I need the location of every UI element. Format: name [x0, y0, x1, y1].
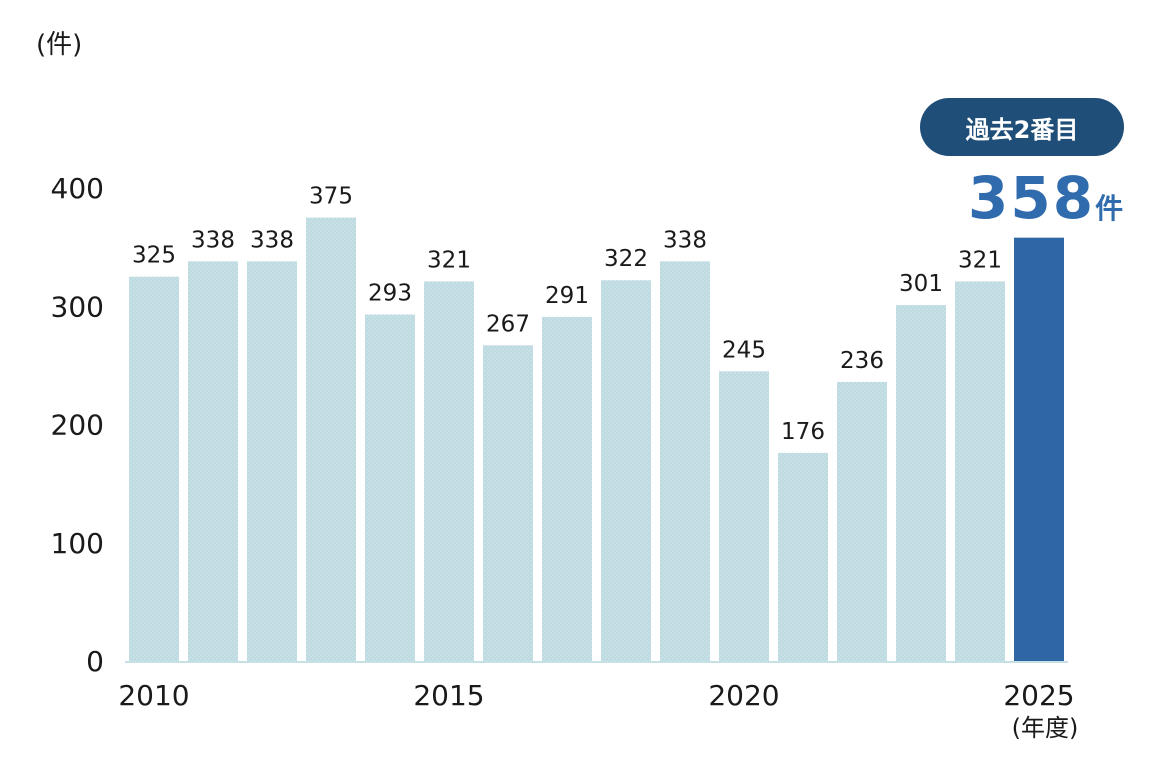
- highlight-value-number: 358: [968, 164, 1096, 232]
- value-label-2012: 338: [250, 227, 294, 253]
- value-label-2013: 375: [309, 184, 353, 210]
- bar-2014: [365, 314, 415, 661]
- value-label-2011: 338: [191, 227, 235, 253]
- y-tick-label: 200: [51, 409, 104, 442]
- value-label-2016: 267: [486, 311, 530, 337]
- bar-2012: [247, 261, 297, 661]
- x-unit-label: (年度): [1011, 714, 1079, 742]
- x-tick-label: 2010: [118, 679, 189, 712]
- bars-group: [125, 217, 1068, 663]
- y-tick-label: 0: [86, 645, 104, 678]
- y-tick-label: 100: [51, 527, 104, 560]
- bar-2025: [1014, 237, 1064, 662]
- x-tick-label: 2015: [413, 679, 484, 712]
- value-label-2018: 322: [604, 246, 648, 272]
- bar-2023: [896, 305, 946, 661]
- bar-2019: [660, 261, 710, 661]
- bar-2024: [955, 281, 1005, 661]
- value-label-2017: 291: [545, 283, 589, 309]
- bar-2013: [306, 217, 356, 661]
- value-label-2010: 325: [132, 243, 176, 269]
- y-tick-label: 300: [51, 290, 104, 323]
- highlight-value: 358件: [968, 164, 1168, 234]
- bar-2010: [129, 276, 179, 661]
- x-axis: 2010 2015 2020 2025: [118, 679, 1074, 712]
- value-label-2015: 321: [427, 247, 471, 273]
- value-label-2021: 176: [781, 419, 825, 445]
- y-tick-label: 400: [51, 172, 104, 205]
- value-label-2024: 321: [958, 247, 1002, 273]
- highlight-value-suffix: 件: [1095, 192, 1124, 225]
- bar-2011: [188, 261, 238, 661]
- highlight-badge: 過去2番目: [920, 98, 1124, 156]
- bar-2015: [424, 281, 474, 661]
- bar-2020: [719, 371, 769, 661]
- bar-2022: [837, 381, 887, 661]
- value-labels: 325 338 338 375 293 321 267 291 322 338 245 176 236 3…: [132, 184, 1002, 445]
- value-label-2019: 338: [663, 227, 707, 253]
- bar-2021: [778, 452, 828, 661]
- x-tick-label: 2020: [708, 679, 779, 712]
- bar-2017: [542, 316, 592, 661]
- value-label-2022: 236: [840, 348, 884, 374]
- bar-2018: [601, 280, 651, 661]
- value-label-2020: 245: [722, 337, 766, 363]
- y-unit-label: (件): [36, 30, 83, 60]
- value-label-2023: 301: [899, 271, 943, 297]
- x-tick-label: 2025: [1003, 679, 1074, 712]
- y-axis: 0 100 200 300 400: [51, 172, 104, 678]
- bar-2016: [483, 345, 533, 661]
- value-label-2014: 293: [368, 281, 412, 307]
